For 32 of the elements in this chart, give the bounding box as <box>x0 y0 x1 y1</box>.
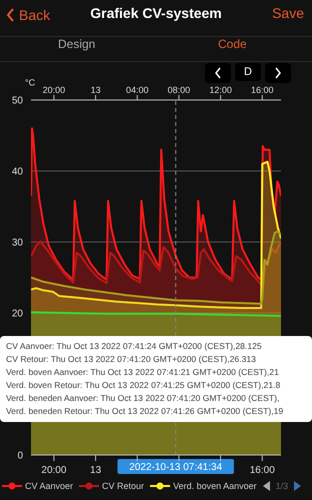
y-tick-label: 20 <box>12 308 24 320</box>
annotation: Verd. boven Retour: Thu Oct 13 2022 07:41:25 GMT+0200 (CEST),21.8 <box>6 379 282 392</box>
y-tick-label: 40 <box>12 166 24 178</box>
x2-tick-label: 13 <box>90 85 101 95</box>
annotation: CV Aanvoer: Thu Oct 13 2022 07:41:24 GMT+0200 (CEST),28.125 <box>6 340 263 353</box>
legend-label: CV Aanvoer <box>25 481 74 491</box>
text: D <box>235 63 261 81</box>
text: Design <box>58 37 96 51</box>
x2-tick-label: 16:00 <box>250 85 274 95</box>
x2-tick-label: 12:00 <box>209 85 232 95</box>
x2-tick-label: 08:00 <box>168 85 190 95</box>
annotation: CV Retour: Thu Oct 13 2022 07:41:20 GMT+0200 (CEST),26.313 <box>6 353 257 366</box>
text: Code <box>218 37 247 51</box>
annotation: Verd. beneden Retour: Thu Oct 13 2022 07:41:26 GMT+0200 (CEST),19 <box>6 405 284 418</box>
x2-tick-label: 04:00 <box>126 85 149 95</box>
x-tick-label: 16:00 <box>250 465 276 476</box>
text: Back <box>19 7 50 23</box>
y-tick-label: 0 <box>17 450 24 462</box>
x-tick-label: 13 <box>90 465 102 476</box>
text: Save <box>272 5 304 21</box>
legend-label: CV Retour <box>102 481 144 491</box>
x2-tick-label: 20:00 <box>42 85 66 95</box>
text: 1/3 <box>276 481 288 491</box>
y-axis-title: °C <box>25 77 36 88</box>
y-tick-label: 50 <box>12 96 24 107</box>
y-tick-label: 30 <box>12 238 24 249</box>
x-tick-label: 20:00 <box>41 465 67 476</box>
annotation: Verd. beneden Aanvoer: Thu Oct 13 2022 07:41:20 GMT+0200 (CEST), <box>6 392 280 405</box>
ref-line-label: 2022-10-13 07:41:34 <box>129 462 223 473</box>
legend-label: Verd. boven Aanvoer <box>173 481 257 491</box>
chart-title: Grafiek CV-systeem <box>90 5 222 21</box>
annotation: Verd. boven Aanvoer: Thu Oct 13 2022 07:41:21 GMT+0200 (CEST),21 <box>6 366 280 379</box>
